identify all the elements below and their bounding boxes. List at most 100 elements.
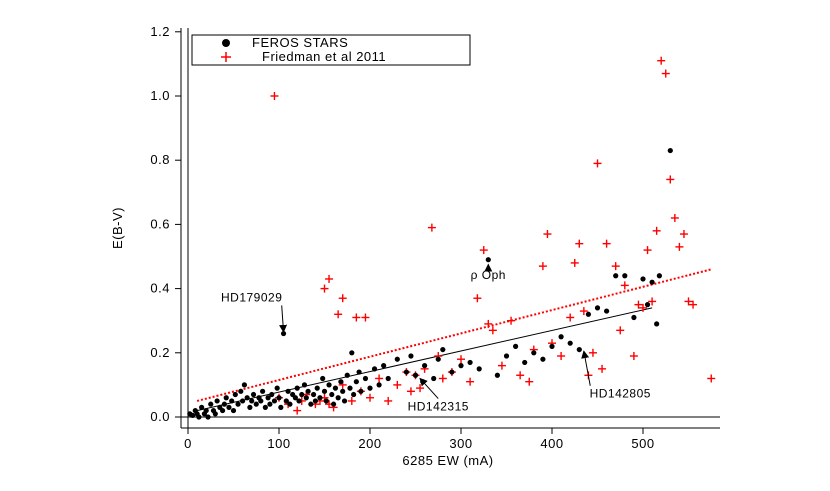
feros-point [667,147,673,154]
feros-point [332,385,339,391]
feros-point [656,273,662,279]
feros-point [320,375,326,382]
friedman-point [538,262,547,271]
feros-point [503,353,510,359]
friedman-point [497,361,506,370]
feros-point [362,375,369,382]
feros-point [381,363,387,369]
feros-point [356,369,362,375]
feros-point [522,359,528,366]
feros-point [241,382,248,388]
annotation-arrow [581,350,591,386]
legend-friedman-marker [221,52,231,62]
feros-point [640,276,646,282]
x-tick-label: 0 [184,436,192,451]
x-tick-label: 500 [631,436,654,451]
feros-point [329,391,335,398]
feros-point [435,356,441,362]
feros-point [267,401,273,407]
feros-point [314,385,320,391]
feros-point [196,414,202,420]
feros-point [371,366,378,372]
friedman-point [366,393,374,402]
feros-point [558,334,564,340]
friedman-point [579,307,588,316]
feros-point [276,395,282,401]
friedman-point [270,92,279,100]
feros-point [349,350,355,356]
y-tick-label: 0.6 [150,216,170,231]
friedman-point [616,326,625,335]
feros-point [262,404,268,410]
feros-point [232,391,238,398]
feros-point [338,379,344,385]
feros-point [223,395,229,401]
feros-point [412,372,419,378]
friedman-point [629,352,638,361]
feros-point [235,401,241,407]
friedman-point [416,384,425,393]
feros-point [292,395,298,401]
feros-point [274,385,280,391]
annotation: HD142315 [408,377,468,414]
y-tick-label: 0.8 [150,152,170,167]
x-axis-title: 6285 EW (mA) [402,453,493,468]
feros-point [340,388,346,394]
feros-point [312,398,318,404]
friedman-point [648,297,657,306]
feros-point [299,391,305,398]
friedman-point [611,262,620,271]
legend-box [191,34,471,66]
feros-point [310,391,317,398]
annotation-arrow [279,305,288,333]
friedman-point [516,371,525,380]
friedman-point [666,175,675,184]
friedman-point [675,242,684,251]
feros-point [431,375,437,382]
friedman-point [338,294,347,303]
friedman-point [393,380,402,389]
feros-point [654,321,660,327]
feros-point [287,401,293,407]
y-tick-label: 0.0 [150,409,170,424]
feros-point [212,411,218,417]
feros-point [305,388,311,394]
legend-friedman-label: Friedman et al 2011 [262,49,386,64]
feros-point [331,401,337,407]
friedman-point [384,396,393,405]
y-tick-label: 1.0 [150,88,170,103]
friedman-point [670,213,679,222]
friedman-point [634,300,643,309]
feros-point [549,343,555,349]
feros-point [271,398,278,404]
friedman-point [293,406,302,415]
feros-point [226,404,232,410]
feros-point [644,302,651,308]
feros-point [250,391,257,398]
y-tick-label: 0.2 [150,345,170,360]
feros-point [576,346,582,353]
friedman-point [406,387,415,396]
feros-point [394,356,400,362]
annotation-label: HD179029 [221,290,282,304]
friedman-point [375,374,384,383]
series-feros [187,147,673,420]
feros-point [440,346,446,353]
feros-point [531,350,537,356]
legend-feros-label: FEROS STARS [252,35,348,50]
annotations: ρ Oph HD179029 HD142315 HD142805 [221,263,650,414]
feros-point [341,398,348,404]
feros-point [604,308,610,314]
friedman-point [679,230,688,239]
friedman-point [479,246,488,255]
friedman-point [707,374,716,383]
feros-point [408,353,414,359]
feros-point [219,407,226,414]
friedman-point [473,294,482,303]
feros-point [269,391,275,398]
feros-point [189,412,196,418]
y-tick-label: 0.4 [150,281,170,296]
x-tick-label: 400 [540,436,563,451]
x-tick-label: 200 [358,436,381,451]
feros-point [296,398,302,404]
